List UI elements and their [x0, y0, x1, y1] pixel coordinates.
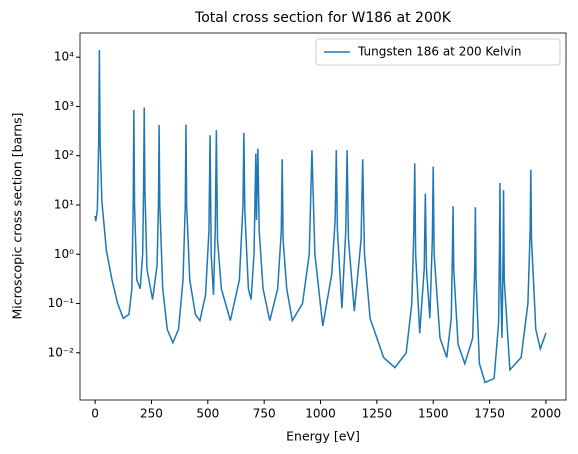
legend-label: Tungsten 186 at 200 Kelvin [357, 45, 521, 59]
x-axis-label: Energy [eV] [286, 429, 360, 444]
x-tick-label: 750 [253, 407, 276, 421]
y-axis-label: Microscopic cross section [barns] [10, 112, 25, 319]
data-line [94, 50, 547, 384]
x-tick-label: 0 [91, 407, 99, 421]
legend-box [315, 38, 561, 66]
x-tick-label: 2000 [531, 407, 562, 421]
y-tick-label: 10⁻² [48, 345, 75, 359]
x-tick-label: 1500 [418, 407, 449, 421]
x-tick-label: 1000 [305, 407, 336, 421]
y-tick-label: 10⁰ [54, 247, 74, 261]
y-tick-label: 10² [54, 148, 74, 162]
y-tick-label: 10³ [54, 99, 74, 113]
chart-title: Total cross section for W186 at 200K [194, 10, 452, 26]
plot-frame [79, 32, 567, 401]
y-tick-label: 10¹ [54, 197, 74, 211]
y-tick-label: 10⁻¹ [48, 296, 75, 310]
y-tick-label: 10⁴ [54, 50, 74, 64]
x-tick-label: 1750 [474, 407, 505, 421]
x-tick-label: 1250 [362, 407, 393, 421]
x-tick-label: 250 [140, 407, 163, 421]
x-tick-label: 500 [196, 407, 219, 421]
